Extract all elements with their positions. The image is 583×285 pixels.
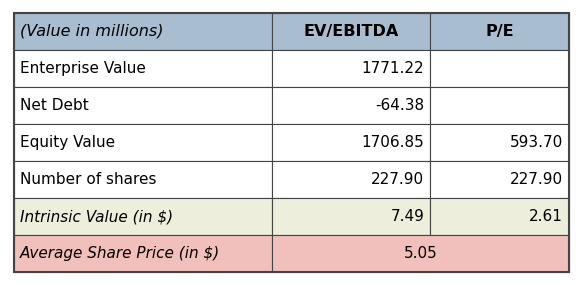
- Text: P/E: P/E: [485, 24, 514, 39]
- Text: 5.05: 5.05: [403, 246, 437, 261]
- Bar: [272, 50, 430, 87]
- Bar: [272, 87, 430, 124]
- Bar: [14, 87, 272, 124]
- Bar: [272, 198, 430, 235]
- Bar: [14, 13, 272, 50]
- Bar: [272, 235, 569, 272]
- Bar: [272, 161, 430, 198]
- Bar: [272, 124, 430, 161]
- Text: 227.90: 227.90: [510, 172, 563, 187]
- Bar: [14, 124, 272, 161]
- Bar: [14, 161, 272, 198]
- Bar: [272, 13, 430, 50]
- Bar: [14, 198, 272, 235]
- Text: Number of shares: Number of shares: [20, 172, 156, 187]
- Bar: [430, 161, 569, 198]
- Text: Enterprise Value: Enterprise Value: [20, 61, 146, 76]
- Text: Average Share Price (in $): Average Share Price (in $): [20, 246, 220, 261]
- Bar: [430, 50, 569, 87]
- Bar: [430, 13, 569, 50]
- Text: Net Debt: Net Debt: [20, 98, 89, 113]
- Bar: [14, 50, 272, 87]
- Text: 1771.22: 1771.22: [361, 61, 424, 76]
- Bar: [430, 124, 569, 161]
- Bar: [430, 198, 569, 235]
- Text: 1706.85: 1706.85: [361, 135, 424, 150]
- Text: 7.49: 7.49: [391, 209, 424, 224]
- Text: Equity Value: Equity Value: [20, 135, 115, 150]
- Text: 593.70: 593.70: [510, 135, 563, 150]
- Text: 227.90: 227.90: [371, 172, 424, 187]
- Text: 2.61: 2.61: [529, 209, 563, 224]
- Bar: [430, 87, 569, 124]
- Text: EV/EBITDA: EV/EBITDA: [304, 24, 399, 39]
- Text: Intrinsic Value (in $): Intrinsic Value (in $): [20, 209, 173, 224]
- Bar: [14, 235, 272, 272]
- Text: (Value in millions): (Value in millions): [20, 24, 163, 39]
- Text: -64.38: -64.38: [375, 98, 424, 113]
